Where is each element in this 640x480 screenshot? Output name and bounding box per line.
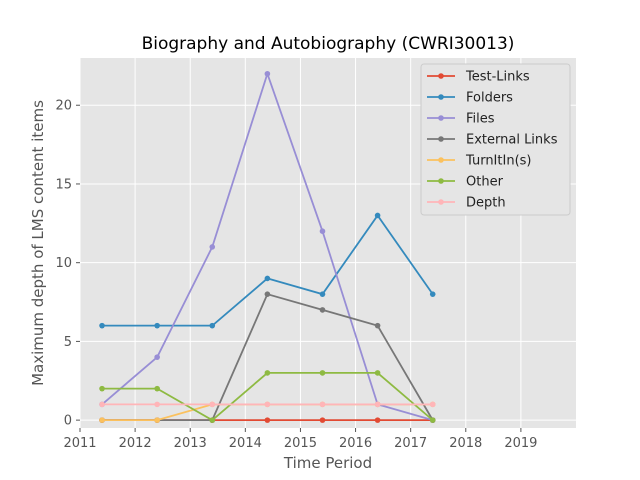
y-tick-label: 20 — [55, 99, 72, 114]
data-point-depth — [99, 401, 105, 408]
x-tick-label: 2015 — [284, 436, 317, 451]
data-point-turnitin-s — [154, 417, 160, 423]
legend-item: Other — [427, 175, 504, 190]
legend-item: Test-Links — [427, 70, 530, 85]
data-point-folders — [374, 212, 381, 219]
legend-label: Folders — [466, 91, 513, 106]
x-tick-label: 2013 — [174, 436, 207, 451]
legend: Test-Links Folders Files External Links Turn… — [420, 63, 571, 216]
data-point-other — [99, 385, 105, 392]
data-point-other — [154, 385, 160, 392]
y-axis-label: Maximum depth of LMS content items — [29, 100, 47, 386]
legend-marker — [438, 199, 444, 205]
x-axis-ticks: 2011 2012 2013 2014 2015 2016 2017 2018 2019 — [63, 428, 537, 451]
y-tick-label: 5 — [64, 335, 72, 350]
legend-label: External Links — [466, 133, 558, 148]
x-axis-label: Time Period — [283, 454, 372, 472]
y-tick-label: 15 — [55, 177, 72, 192]
data-point-test-links — [374, 417, 381, 423]
legend-marker — [438, 73, 444, 79]
data-point-other — [209, 417, 216, 423]
legend-label: Files — [466, 112, 495, 127]
data-point-files — [154, 354, 160, 360]
data-point-files — [209, 244, 216, 250]
data-point-depth — [319, 401, 326, 408]
series-depth — [99, 401, 436, 408]
series-other — [99, 370, 436, 423]
series-layer — [99, 70, 436, 423]
legend-label: Other — [466, 175, 504, 190]
x-tick-label: 2018 — [449, 436, 482, 451]
legend-marker — [438, 136, 444, 142]
legend-marker — [438, 178, 444, 184]
legend-box — [420, 63, 571, 216]
legend-label: TurnItIn(s) — [465, 154, 531, 169]
x-tick-label: 2019 — [504, 436, 537, 451]
data-point-depth — [154, 401, 160, 408]
data-point-external-links — [264, 291, 271, 297]
data-point-external-links — [319, 307, 326, 313]
legend-item: Depth — [427, 196, 506, 211]
x-tick-label: 2014 — [229, 436, 262, 451]
y-tick-label: 10 — [55, 256, 72, 271]
data-point-folders — [319, 291, 326, 297]
data-point-folders — [154, 322, 160, 329]
legend-item: External Links — [427, 133, 558, 148]
data-point-other — [264, 370, 271, 376]
y-tick-label: 0 — [64, 414, 72, 429]
data-point-external-links — [374, 322, 381, 329]
legend-item: Folders — [427, 91, 513, 106]
chart-title: Biography and Autobiography (CWRI30013) — [142, 34, 515, 54]
data-point-other — [429, 417, 436, 423]
data-point-folders — [209, 322, 216, 329]
x-tick-label: 2011 — [63, 436, 96, 451]
legend-label: Test-Links — [465, 70, 530, 85]
data-point-files — [319, 228, 326, 234]
data-point-depth — [264, 401, 271, 408]
data-point-folders — [99, 322, 105, 329]
series-folders — [99, 212, 436, 329]
legend-marker — [438, 157, 444, 163]
x-tick-label: 2012 — [119, 436, 152, 451]
data-point-other — [374, 370, 381, 376]
data-point-depth — [429, 401, 436, 408]
data-point-folders — [264, 275, 271, 282]
data-point-files — [264, 70, 271, 77]
data-point-test-links — [319, 417, 326, 423]
y-axis-ticks: 0 5 10 15 20 — [55, 99, 80, 429]
x-tick-label: 2016 — [339, 436, 372, 451]
legend-marker — [438, 115, 444, 121]
legend-marker — [438, 94, 444, 100]
data-point-depth — [209, 401, 216, 408]
data-point-other — [319, 370, 326, 376]
data-point-test-links — [264, 417, 271, 423]
data-point-turnitin-s — [99, 417, 105, 423]
legend-item: Files — [427, 112, 495, 127]
x-tick-label: 2017 — [394, 436, 427, 451]
legend-item: TurnItIn(s) — [427, 154, 531, 169]
data-point-depth — [374, 401, 381, 408]
data-point-folders — [429, 291, 436, 297]
legend-label: Depth — [466, 196, 506, 211]
